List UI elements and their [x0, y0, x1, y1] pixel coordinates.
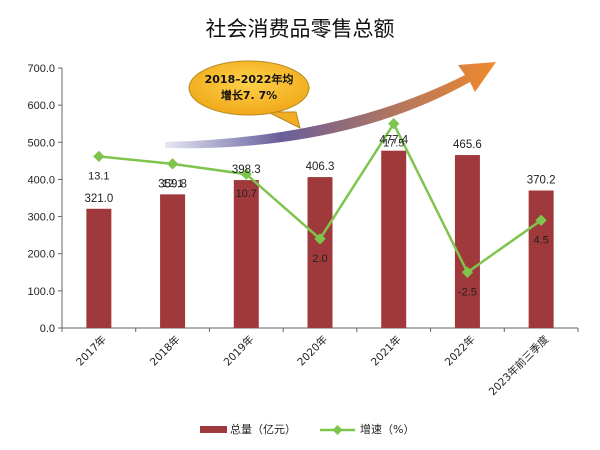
- rate-point: [314, 233, 326, 245]
- rate-point: [93, 150, 105, 163]
- rate-value-label: 2.0: [312, 253, 327, 265]
- bar-value-label: 321.0: [84, 193, 113, 205]
- rate-value-label: 17.5: [383, 138, 404, 150]
- bar-value-label: 370.2: [527, 174, 556, 186]
- bar: [86, 208, 112, 328]
- x-tick-label: 2023年前三季度: [486, 333, 552, 399]
- x-tick-label: 2021年: [368, 333, 404, 369]
- y-tick-label: 100.0: [27, 286, 55, 298]
- legend: 总量（亿元） 增速（%）: [200, 422, 414, 436]
- bar: [307, 177, 333, 328]
- rate-point: [461, 266, 474, 278]
- x-tick-label: 2017年: [73, 333, 109, 369]
- bar-value-label: 477.4: [379, 135, 408, 147]
- x-tick-label: 2022年: [442, 333, 478, 369]
- bar: [454, 155, 480, 328]
- bar-value-label: 359.8: [158, 178, 187, 190]
- x-tick-label: 2019年: [221, 333, 257, 369]
- legend-bar-label: 总量（亿元）: [230, 422, 296, 436]
- bar: [233, 180, 259, 328]
- rate-value-label: 13.1: [88, 170, 109, 182]
- rate-value-label: 4.5: [533, 234, 548, 246]
- legend-line-label: 增速（%）: [360, 422, 414, 436]
- x-tick-label: 2020年: [295, 333, 331, 369]
- bar: [160, 194, 186, 328]
- y-tick-label: 600.0: [27, 100, 55, 112]
- bar: [528, 190, 554, 328]
- y-tick-label: 300.0: [27, 212, 55, 224]
- x-tick-label: 2018年: [147, 333, 183, 369]
- y-tick-label: 700.0: [27, 63, 55, 75]
- rate-point: [166, 158, 179, 170]
- data-labels: 321.0 359.8 398.3 406.3 477.4 465.6 370.2 13.1 1…: [84, 135, 555, 299]
- y-tick-label: 0.0: [40, 323, 55, 335]
- chart-title: 社会消费品零售总额: [206, 17, 395, 41]
- bar-value-label: 406.3: [306, 161, 335, 173]
- annotation-line2: 增长7. 7%: [221, 88, 277, 102]
- rate-value-label: -2.5: [458, 286, 477, 298]
- trend-arrow: [165, 62, 496, 149]
- rate-point: [535, 214, 547, 226]
- bar: [381, 150, 407, 328]
- bars: [86, 150, 554, 328]
- rate-point: [240, 168, 252, 180]
- y-tick-label: 400.0: [27, 174, 55, 186]
- y-tick-label: 200.0: [27, 249, 55, 261]
- rate-line: [93, 118, 547, 278]
- annotation-bubble: 2018–2022年均 增长7. 7%: [188, 60, 310, 129]
- rate-value-label: 12.1: [162, 178, 183, 190]
- rate-value-label: 10.7: [236, 188, 257, 200]
- legend-line-marker: [332, 425, 343, 435]
- legend-bar-swatch: [200, 426, 227, 433]
- y-tick-label: 500.0: [27, 137, 55, 149]
- bar-value-label: 465.6: [453, 139, 482, 151]
- annotation-line1: 2018–2022年均: [205, 72, 294, 86]
- bar-value-label: 398.3: [232, 164, 261, 176]
